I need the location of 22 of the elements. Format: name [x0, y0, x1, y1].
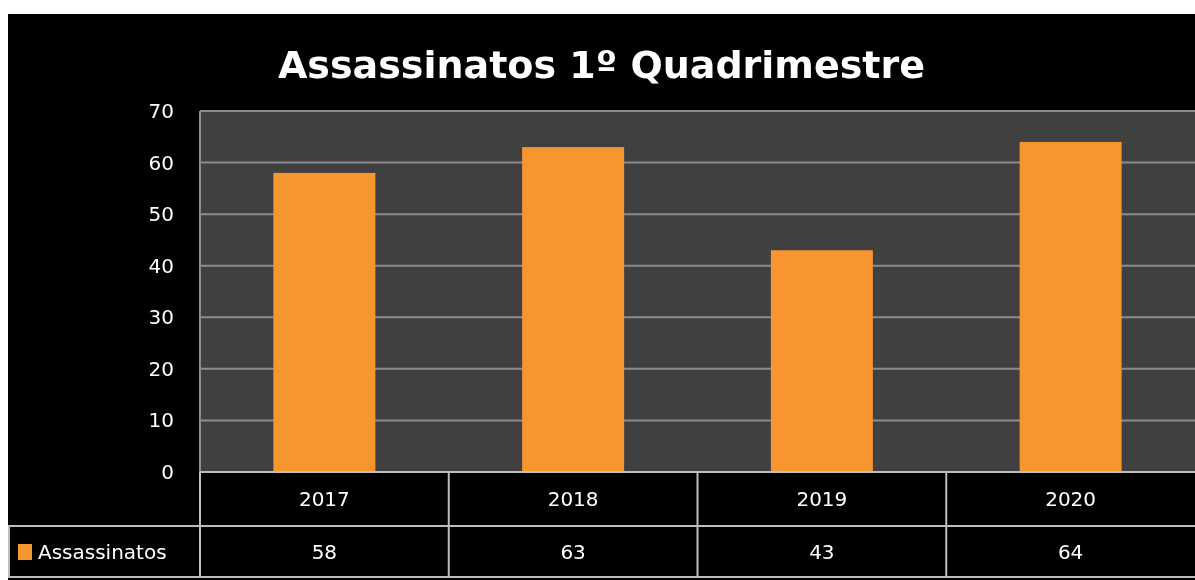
- y-tick-label: 50: [148, 202, 174, 227]
- bar: [1019, 141, 1122, 472]
- y-tick-label: 70: [148, 99, 174, 123]
- y-tick-label: 20: [148, 356, 174, 381]
- data-label: 64: [1057, 540, 1084, 564]
- x-tick-label: 2018: [547, 486, 599, 511]
- bar: [770, 250, 873, 472]
- bar: [273, 172, 376, 472]
- y-tick-label: 0: [161, 460, 174, 484]
- data-label: 63: [560, 540, 586, 564]
- x-tick-label: 2019: [796, 486, 848, 511]
- y-tick-label: 60: [148, 150, 174, 175]
- legend-label: Assassinatos: [38, 540, 167, 564]
- data-label: 43: [809, 540, 835, 564]
- y-tick-label: 40: [148, 253, 174, 278]
- y-tick-label: 10: [148, 408, 174, 433]
- y-tick-label: 30: [148, 305, 174, 330]
- x-tick-label: 2017: [298, 486, 350, 511]
- bar: [522, 147, 625, 472]
- x-tick-label: 2020: [1045, 486, 1097, 511]
- data-label: 58: [311, 540, 338, 564]
- chart-title: Assassinatos 1º Quadrimestre: [277, 43, 926, 87]
